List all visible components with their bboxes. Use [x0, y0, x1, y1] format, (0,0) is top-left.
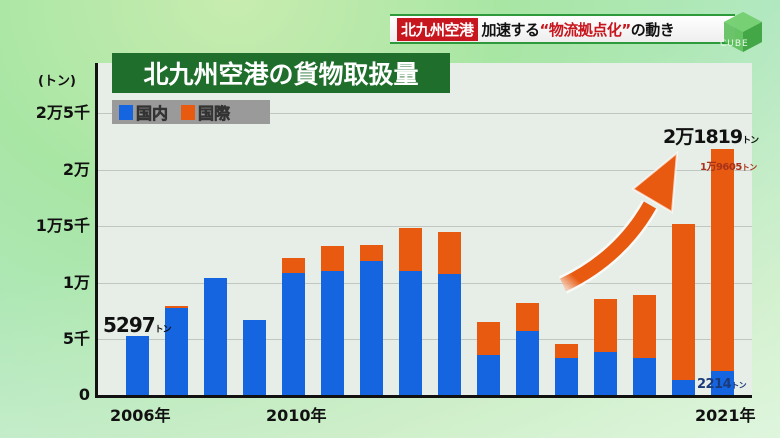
y-tick-10000: 1万 [62, 273, 90, 292]
bar-segment-international [672, 224, 695, 381]
bar-2013 [399, 228, 422, 396]
bar-segment-domestic [282, 272, 305, 396]
bar-segment-domestic [555, 357, 578, 396]
bar-segment-international [165, 306, 188, 308]
x-label-2021: 2021年 [695, 406, 756, 425]
bar-segment-international [477, 322, 500, 356]
x-label-2006: 2006年 [110, 406, 171, 425]
bar-2021 [711, 149, 734, 396]
chart-title: 北九州空港の貨物取扱量 [112, 53, 450, 93]
gridline-20000 [97, 170, 752, 171]
bar-segment-domestic [165, 307, 188, 396]
bar-segment-international [711, 149, 734, 371]
bar-2011 [321, 246, 344, 396]
bar-segment-international [282, 257, 305, 273]
legend: 国内 国際 [112, 100, 270, 124]
bar-2017 [555, 344, 578, 396]
bar-segment-international [321, 246, 344, 272]
bar-2014 [438, 232, 461, 396]
banner-tag: 北九州空港 [397, 17, 478, 41]
banner-text-after: の動き [630, 20, 675, 39]
bar-segment-domestic [243, 320, 266, 396]
bar-2006 [126, 336, 149, 396]
annotation-2006-value: 5297トン [103, 313, 172, 337]
x-label-2010: 2010年 [266, 406, 327, 425]
bar-segment-domestic [711, 370, 734, 396]
bar-segment-international [438, 232, 461, 275]
bar-2009 [243, 320, 266, 396]
y-tick-0: 0 [78, 385, 90, 404]
bar-segment-domestic [204, 278, 227, 396]
annotation-2021-domestic: 2214トン [697, 377, 747, 392]
bar-segment-domestic [516, 331, 539, 396]
legend-item-domestic: 国内 [119, 100, 168, 124]
bar-segment-international [360, 244, 383, 262]
bar-2008 [204, 278, 227, 396]
bar-2010 [282, 257, 305, 396]
bar-2020 [672, 224, 695, 396]
bar-segment-domestic [594, 351, 617, 396]
bar-segment-domestic [477, 355, 500, 396]
bar-2015 [477, 322, 500, 396]
legend-swatch-international [181, 104, 196, 120]
gridline-25000 [97, 113, 752, 114]
legend-swatch-domestic [119, 104, 133, 120]
y-axis [95, 63, 98, 398]
bar-segment-domestic [438, 274, 461, 396]
y-tick-20000: 2万 [62, 160, 90, 179]
gridline-10000 [97, 283, 752, 284]
bar-segment-domestic [633, 357, 656, 396]
legend-label-international: 国際 [198, 104, 231, 124]
banner-highlight: “物流拠点化” [539, 20, 632, 39]
gridline-15000 [97, 226, 752, 227]
banner-text-before: 加速する [481, 20, 541, 39]
legend-item-international: 国際 [181, 100, 230, 124]
y-tick-5000: 5千 [62, 329, 90, 348]
legend-label-domestic: 国内 [136, 104, 169, 124]
x-axis [95, 395, 752, 398]
bar-segment-international [516, 303, 539, 332]
bar-segment-domestic [672, 380, 695, 396]
cube-logo-text: CUBE [720, 39, 749, 49]
bar-segment-domestic [399, 271, 422, 396]
bar-segment-domestic [126, 336, 149, 396]
bar-2019 [633, 295, 656, 396]
bar-segment-domestic [360, 261, 383, 396]
bar-segment-international [594, 298, 617, 352]
y-tick-15000: 1万5千 [35, 216, 90, 235]
annotation-2021-international: 1万9605トン [700, 162, 757, 173]
bar-2007 [165, 306, 188, 396]
gridline-5000 [97, 339, 752, 340]
bar-2012 [360, 244, 383, 396]
bar-segment-domestic [321, 271, 344, 396]
bar-segment-international [555, 344, 578, 358]
news-banner: 北九州空港 加速する “物流拠点化” の動き [390, 14, 735, 44]
bar-2018 [594, 298, 617, 396]
annotation-2021-total: 2万1819トン [663, 126, 759, 148]
y-tick-25000: 2万5千 [35, 103, 90, 122]
bar-segment-international [399, 228, 422, 272]
y-axis-unit: (トン) [38, 74, 76, 89]
cube-logo-icon [724, 12, 762, 52]
bar-2016 [516, 303, 539, 396]
bar-segment-international [633, 295, 656, 358]
